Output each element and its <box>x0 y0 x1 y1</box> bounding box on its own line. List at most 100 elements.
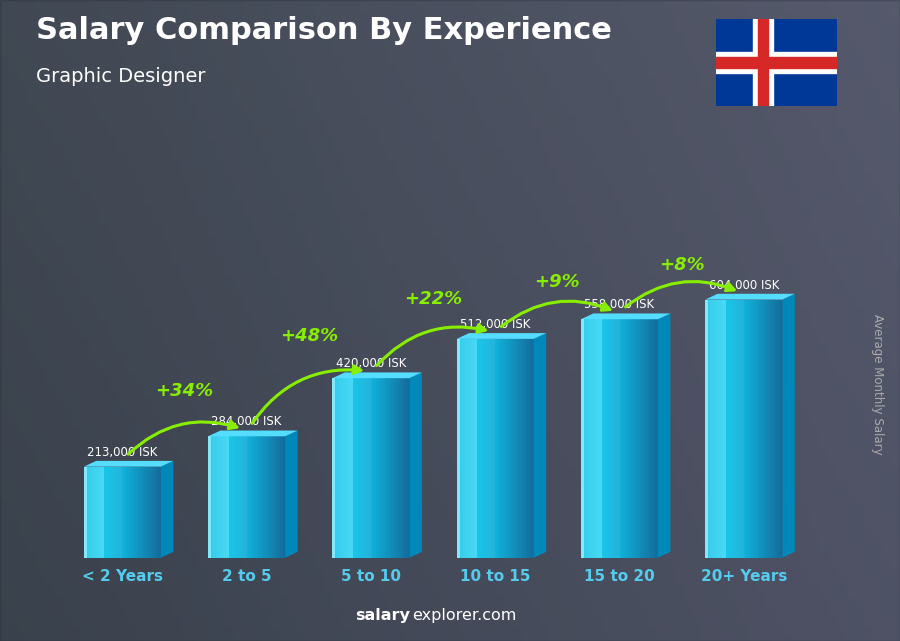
Bar <box>634 319 637 558</box>
Bar <box>716 52 837 73</box>
Bar <box>340 378 343 558</box>
Polygon shape <box>161 461 174 558</box>
Bar <box>498 339 500 558</box>
Bar <box>216 437 219 558</box>
Bar <box>713 299 716 558</box>
Bar <box>655 319 658 558</box>
Polygon shape <box>456 333 546 339</box>
Bar <box>256 437 259 558</box>
Bar <box>146 467 148 558</box>
Bar <box>778 299 779 558</box>
Bar <box>492 339 495 558</box>
Bar <box>244 437 247 558</box>
Bar <box>743 299 746 558</box>
Bar <box>734 299 736 558</box>
Bar <box>125 467 128 558</box>
Bar <box>518 339 521 558</box>
Bar <box>716 299 718 558</box>
Bar <box>241 437 244 558</box>
Bar <box>462 339 464 558</box>
Bar <box>597 319 599 558</box>
Bar <box>140 467 143 558</box>
Text: +48%: +48% <box>280 327 338 345</box>
Bar <box>706 299 708 558</box>
Bar <box>464 339 467 558</box>
Bar <box>772 299 775 558</box>
Bar <box>255 437 256 558</box>
Polygon shape <box>581 313 670 319</box>
Bar <box>526 339 528 558</box>
Bar <box>270 437 273 558</box>
Bar <box>99 467 102 558</box>
Bar <box>754 299 757 558</box>
Bar <box>630 319 633 558</box>
Bar <box>474 339 477 558</box>
Bar <box>358 378 361 558</box>
Bar <box>404 378 407 558</box>
Bar <box>247 437 249 558</box>
Bar <box>480 339 482 558</box>
Bar <box>615 319 616 558</box>
Text: +34%: +34% <box>156 383 213 401</box>
Bar <box>267 437 270 558</box>
Bar <box>521 339 524 558</box>
Bar <box>524 339 526 558</box>
Bar <box>752 19 773 106</box>
Bar <box>107 467 110 558</box>
Bar <box>338 378 340 558</box>
Bar <box>143 467 146 558</box>
Bar <box>728 299 731 558</box>
Bar <box>510 339 513 558</box>
Bar <box>757 299 760 558</box>
Bar <box>361 378 364 558</box>
Bar <box>710 299 713 558</box>
Text: 284,000 ISK: 284,000 ISK <box>212 415 282 428</box>
Bar <box>400 378 401 558</box>
Bar <box>761 299 764 558</box>
Bar <box>779 299 782 558</box>
Bar <box>516 339 518 558</box>
Bar <box>599 319 601 558</box>
Bar <box>394 378 397 558</box>
Bar <box>407 378 410 558</box>
Bar <box>531 339 534 558</box>
Bar <box>752 299 754 558</box>
Bar <box>648 319 651 558</box>
Bar <box>488 339 490 558</box>
Bar <box>208 437 211 558</box>
Bar <box>456 339 460 558</box>
Bar <box>718 299 721 558</box>
Bar <box>364 378 365 558</box>
Bar <box>346 378 347 558</box>
Bar <box>120 467 122 558</box>
Bar <box>707 299 710 558</box>
Bar <box>130 467 132 558</box>
Bar <box>583 319 586 558</box>
Bar <box>764 299 767 558</box>
Bar <box>110 467 112 558</box>
Bar <box>343 378 346 558</box>
Bar <box>758 19 768 106</box>
Polygon shape <box>658 313 670 558</box>
Bar <box>386 378 389 558</box>
Bar <box>633 319 634 558</box>
Bar <box>158 467 161 558</box>
Bar <box>645 319 648 558</box>
Bar <box>594 319 597 558</box>
Bar <box>84 467 87 558</box>
Bar <box>117 467 120 558</box>
Text: 604,000 ISK: 604,000 ISK <box>708 279 779 292</box>
Bar <box>238 437 241 558</box>
Bar <box>467 339 470 558</box>
Bar <box>332 378 336 558</box>
Bar <box>482 339 485 558</box>
Bar <box>495 339 498 558</box>
Bar <box>627 319 630 558</box>
Bar <box>365 378 368 558</box>
Bar <box>265 437 267 558</box>
Bar <box>619 319 622 558</box>
Bar <box>491 339 492 558</box>
Text: Salary Comparison By Experience: Salary Comparison By Experience <box>36 16 612 45</box>
Bar <box>383 378 386 558</box>
Bar <box>353 378 356 558</box>
